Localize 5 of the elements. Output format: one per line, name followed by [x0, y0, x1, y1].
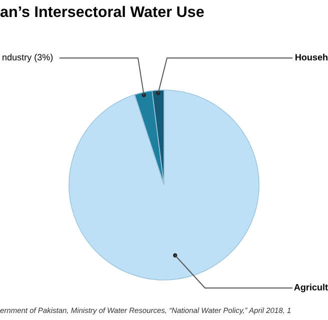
slice-label: Agricult [294, 284, 328, 292]
chart-title: an’s Intersectoral Water Use [0, 6, 204, 18]
slice-label: Househ [296, 54, 328, 60]
slice-label: ndustry (3%) [2, 54, 53, 62]
pie-slice [68, 90, 260, 280]
